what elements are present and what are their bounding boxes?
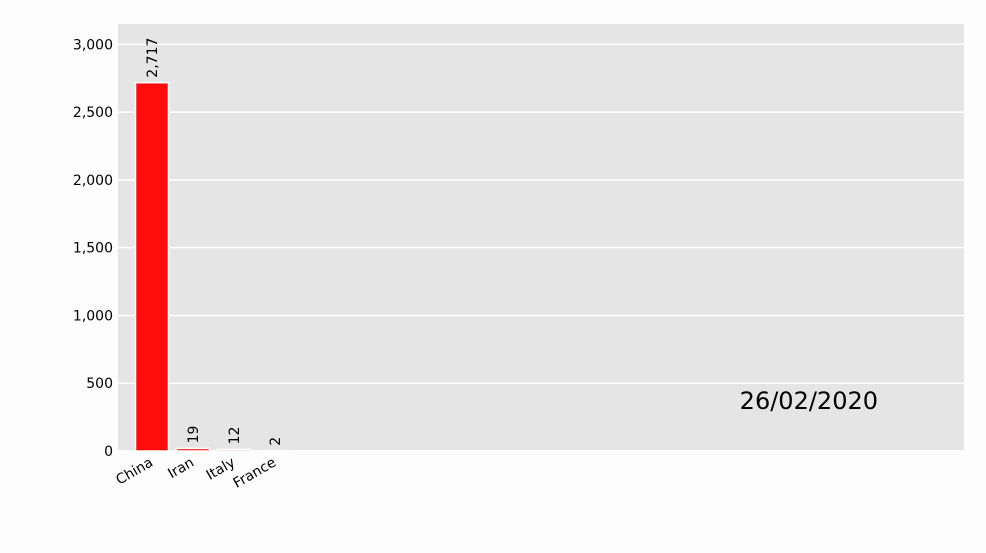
x-tick-label: Iran	[165, 455, 197, 483]
bar-france	[259, 451, 292, 452]
y-tick-label: 1,000	[73, 308, 113, 324]
bar-value-label: 2	[268, 437, 284, 446]
y-tick-label: 3,000	[73, 37, 113, 53]
date-label: 26/02/2020	[740, 387, 878, 415]
bar-iran	[177, 448, 210, 451]
y-axis-ticks: 0 500 1,000 1,500 2,000 2,500 3,000	[73, 37, 113, 460]
x-tick-label: China	[113, 455, 156, 489]
x-tick-label: France	[231, 455, 279, 492]
bar-italy	[218, 449, 251, 451]
y-tick-label: 0	[104, 444, 113, 460]
y-tick-label: 2,000	[73, 173, 113, 189]
y-tick-label: 500	[86, 376, 113, 392]
y-tick-label: 1,500	[73, 241, 113, 257]
y-tick-label: 2,500	[73, 105, 113, 121]
bar-value-label: 2,717	[145, 38, 161, 78]
bar-value-label: 19	[186, 426, 202, 444]
bar-value-label: 12	[227, 427, 243, 445]
bar-china	[136, 83, 169, 451]
